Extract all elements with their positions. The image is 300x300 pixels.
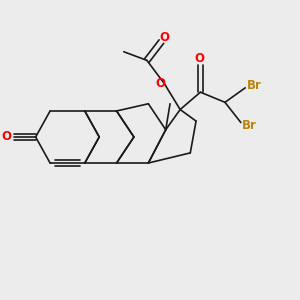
Text: O: O xyxy=(155,77,165,90)
Text: O: O xyxy=(2,130,12,143)
Text: Br: Br xyxy=(242,119,257,132)
Text: Br: Br xyxy=(246,79,261,92)
Text: O: O xyxy=(194,52,204,65)
Text: O: O xyxy=(159,31,169,44)
